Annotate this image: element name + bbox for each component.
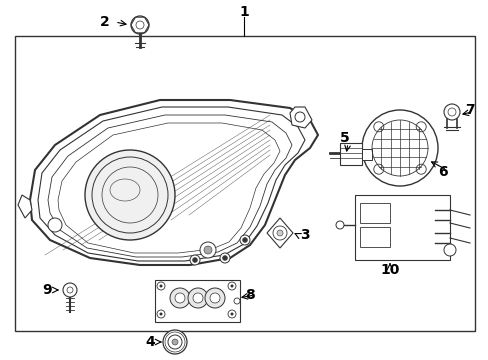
Text: 8: 8	[244, 288, 254, 302]
Circle shape	[159, 312, 162, 315]
Circle shape	[335, 221, 343, 229]
Polygon shape	[30, 100, 317, 265]
Circle shape	[172, 339, 178, 345]
Text: 4: 4	[145, 335, 155, 349]
Circle shape	[163, 330, 186, 354]
Circle shape	[85, 150, 175, 240]
Circle shape	[242, 238, 247, 243]
Circle shape	[230, 312, 233, 315]
Circle shape	[190, 255, 200, 265]
Circle shape	[230, 284, 233, 288]
Circle shape	[373, 164, 383, 174]
Polygon shape	[18, 195, 32, 218]
Circle shape	[159, 284, 162, 288]
Circle shape	[63, 283, 77, 297]
Circle shape	[276, 230, 283, 236]
Circle shape	[170, 288, 190, 308]
Text: 5: 5	[340, 131, 349, 145]
Circle shape	[203, 246, 212, 254]
Circle shape	[157, 310, 164, 318]
Circle shape	[443, 104, 459, 120]
Circle shape	[415, 164, 426, 174]
Circle shape	[443, 244, 455, 256]
Text: 10: 10	[380, 263, 399, 277]
Text: 6: 6	[437, 165, 447, 179]
Circle shape	[209, 293, 220, 303]
Text: 9: 9	[42, 283, 52, 297]
Circle shape	[192, 257, 197, 262]
Circle shape	[240, 235, 249, 245]
Bar	[359, 203, 389, 223]
Circle shape	[227, 282, 236, 290]
Circle shape	[67, 287, 73, 293]
Circle shape	[222, 256, 227, 261]
Circle shape	[187, 288, 207, 308]
Circle shape	[227, 310, 236, 318]
Bar	[359, 227, 389, 247]
Bar	[361, 149, 371, 160]
Circle shape	[234, 298, 240, 304]
Bar	[354, 195, 449, 260]
Circle shape	[361, 110, 437, 186]
Bar	[155, 280, 240, 322]
Circle shape	[168, 335, 182, 349]
Circle shape	[220, 253, 229, 263]
Text: 7: 7	[464, 103, 474, 117]
Circle shape	[294, 112, 305, 122]
Bar	[15, 36, 474, 331]
Circle shape	[193, 293, 203, 303]
Circle shape	[48, 218, 62, 232]
Text: 3: 3	[300, 228, 309, 242]
Text: 1: 1	[239, 5, 248, 19]
Bar	[339, 143, 361, 165]
Polygon shape	[289, 107, 311, 128]
Text: 2: 2	[100, 15, 110, 29]
Circle shape	[415, 122, 426, 132]
Circle shape	[131, 16, 149, 34]
Polygon shape	[266, 218, 292, 248]
Circle shape	[373, 122, 383, 132]
Circle shape	[157, 282, 164, 290]
Circle shape	[175, 293, 184, 303]
Circle shape	[204, 288, 224, 308]
Circle shape	[200, 242, 216, 258]
Circle shape	[136, 21, 143, 29]
